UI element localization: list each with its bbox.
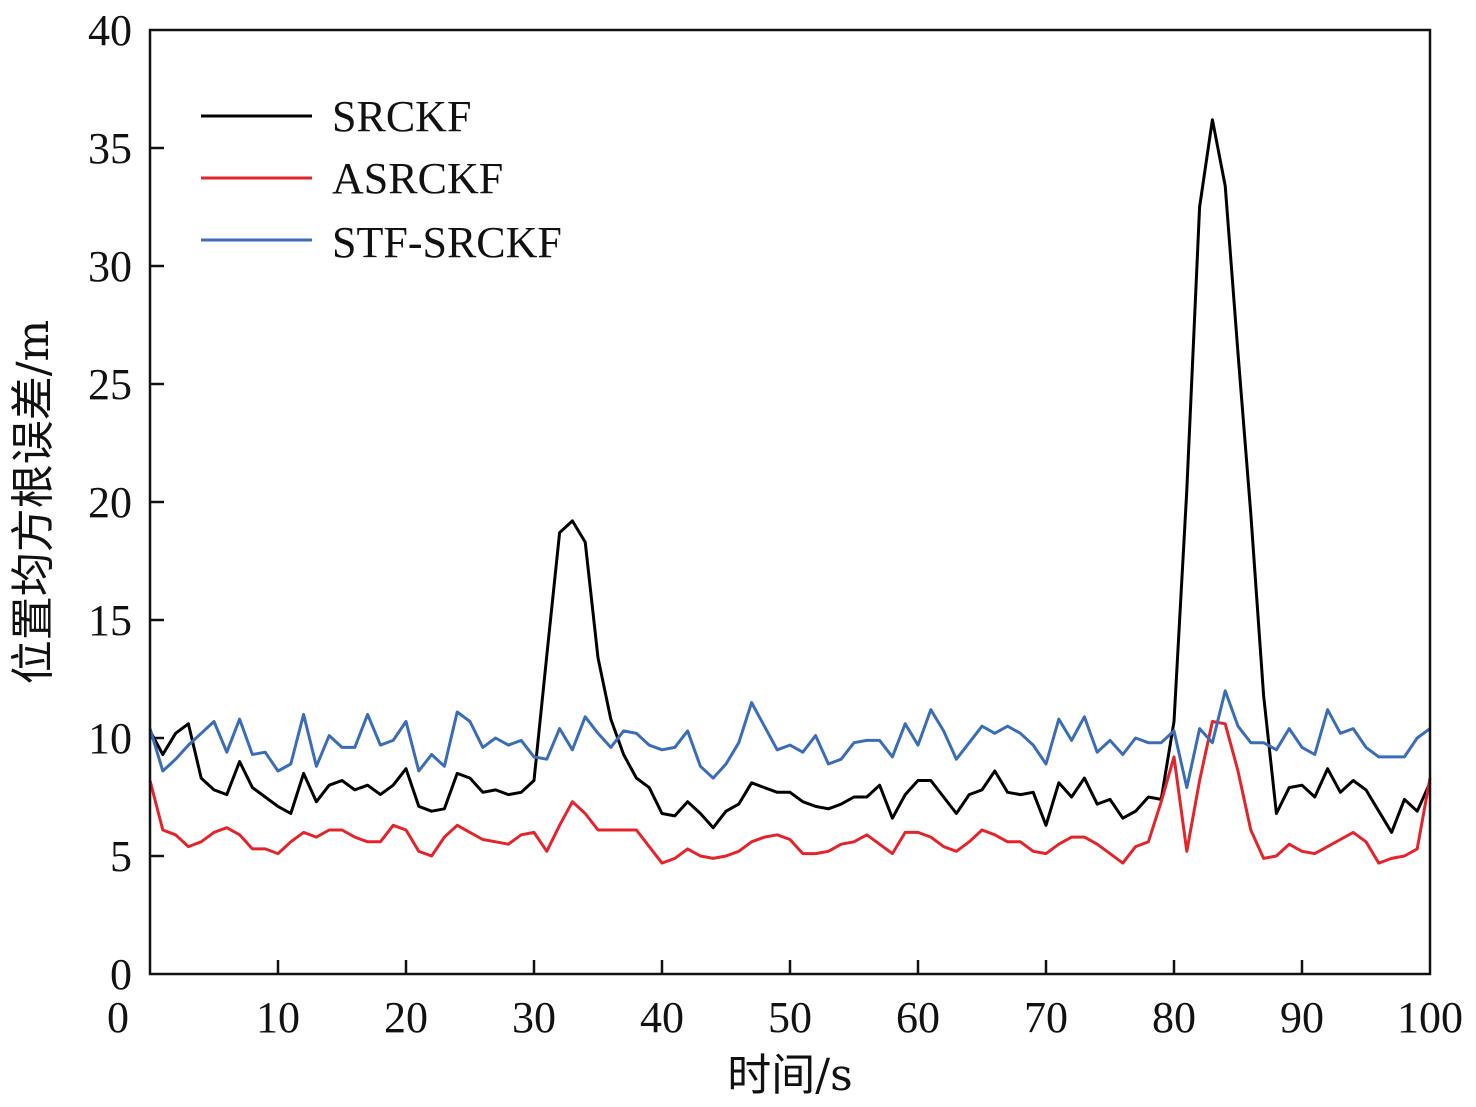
y-tick-label: 35	[88, 124, 132, 173]
x-axis-title: 时间/s	[727, 1050, 852, 1101]
x-tick-label: 10	[256, 993, 300, 1042]
legend-label-stf-srckf: STF-SRCKF	[332, 218, 562, 267]
x-tick-label: 100	[1397, 993, 1463, 1042]
x-tick-label: 0	[107, 993, 129, 1042]
y-tick-label: 30	[88, 242, 132, 291]
series-line-stf-srckf	[148, 689, 1431, 790]
legend: SRCKF ASRCKF STF-SRCKF	[201, 92, 562, 267]
legend-label-srckf: SRCKF	[332, 92, 471, 141]
plot-series	[148, 118, 1432, 865]
x-tick-label: 90	[1280, 993, 1324, 1042]
y-axis-title: 位置均方根误差/m	[8, 320, 59, 685]
y-tick-label: 0	[110, 950, 132, 999]
x-tick-label: 20	[384, 993, 428, 1042]
x-tick-label: 70	[1024, 993, 1068, 1042]
series-line-srckf	[148, 118, 1432, 834]
y-axis: 0 5 10 15 20 25 30 35 40	[88, 6, 164, 999]
x-tick-label: 50	[768, 993, 812, 1042]
x-tick-label: 60	[896, 993, 940, 1042]
y-tick-label: 20	[88, 478, 132, 527]
legend-label-asrckf: ASRCKF	[332, 154, 503, 203]
x-tick-label: 30	[512, 993, 556, 1042]
y-tick-label: 25	[88, 360, 132, 409]
plot-frame	[148, 28, 1432, 976]
y-tick-label: 10	[88, 714, 132, 763]
x-tick-label: 80	[1152, 993, 1196, 1042]
y-tick-label: 5	[110, 832, 132, 881]
y-tick-label: 40	[88, 6, 132, 55]
y-tick-label: 15	[88, 596, 132, 645]
x-tick-label: 40	[640, 993, 684, 1042]
x-axis: 0 10 20 30 40 50 60 70 80 90 100	[107, 960, 1463, 1042]
